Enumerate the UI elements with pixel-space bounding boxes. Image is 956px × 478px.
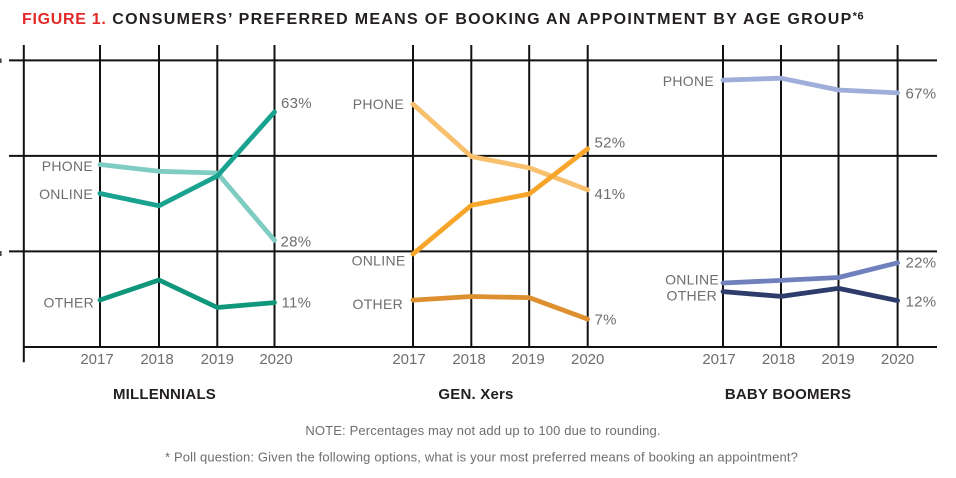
svg-text:BABY BOOMERS: BABY BOOMERS xyxy=(725,386,851,403)
svg-text:2020: 2020 xyxy=(571,351,604,368)
svg-text:67%: 67% xyxy=(906,86,937,103)
svg-text:PHONE: PHONE xyxy=(663,73,714,89)
svg-text:NOTE: Percentages may not add: NOTE: Percentages may not add up to 100 … xyxy=(305,423,660,438)
svg-text:2017: 2017 xyxy=(392,351,425,368)
svg-text:MILLENNIALS: MILLENNIALS xyxy=(113,386,216,403)
svg-text:ONLINE: ONLINE xyxy=(39,186,93,202)
svg-text:ONLINE: ONLINE xyxy=(352,253,406,269)
svg-text:OTHER: OTHER xyxy=(667,288,718,304)
svg-text:22%: 22% xyxy=(906,255,937,272)
svg-text:41%: 41% xyxy=(595,186,626,203)
svg-text:OTHER: OTHER xyxy=(353,296,404,312)
svg-text:PHONE: PHONE xyxy=(353,96,404,112)
svg-text:2017: 2017 xyxy=(702,351,735,368)
svg-text:52%: 52% xyxy=(595,135,626,152)
svg-text:12%: 12% xyxy=(906,293,937,310)
svg-text:OTHER: OTHER xyxy=(44,295,95,311)
svg-text:7%: 7% xyxy=(595,312,617,329)
svg-text:2020: 2020 xyxy=(881,351,914,368)
svg-text:FIGURE 1. CONSUMERS’ PREFERRED: FIGURE 1. CONSUMERS’ PREFERRED MEANS OF … xyxy=(22,11,864,29)
svg-text:2019: 2019 xyxy=(511,351,544,368)
svg-text:2018: 2018 xyxy=(452,351,485,368)
svg-text:ONLINE: ONLINE xyxy=(665,272,719,288)
svg-text:28%: 28% xyxy=(281,234,312,251)
svg-text:2020: 2020 xyxy=(259,351,292,368)
svg-text:2018: 2018 xyxy=(140,351,173,368)
svg-text:* Poll question: Given the fol: * Poll question: Given the following opt… xyxy=(165,450,798,465)
svg-text:2018: 2018 xyxy=(762,351,795,368)
svg-text:63%: 63% xyxy=(281,95,312,112)
svg-text:2017: 2017 xyxy=(80,351,113,368)
svg-text:2019: 2019 xyxy=(821,351,854,368)
svg-text:11%: 11% xyxy=(282,295,312,312)
svg-text:GEN. Xers: GEN. Xers xyxy=(438,386,513,403)
svg-text:2019: 2019 xyxy=(201,351,234,368)
svg-text:PHONE: PHONE xyxy=(42,158,93,174)
